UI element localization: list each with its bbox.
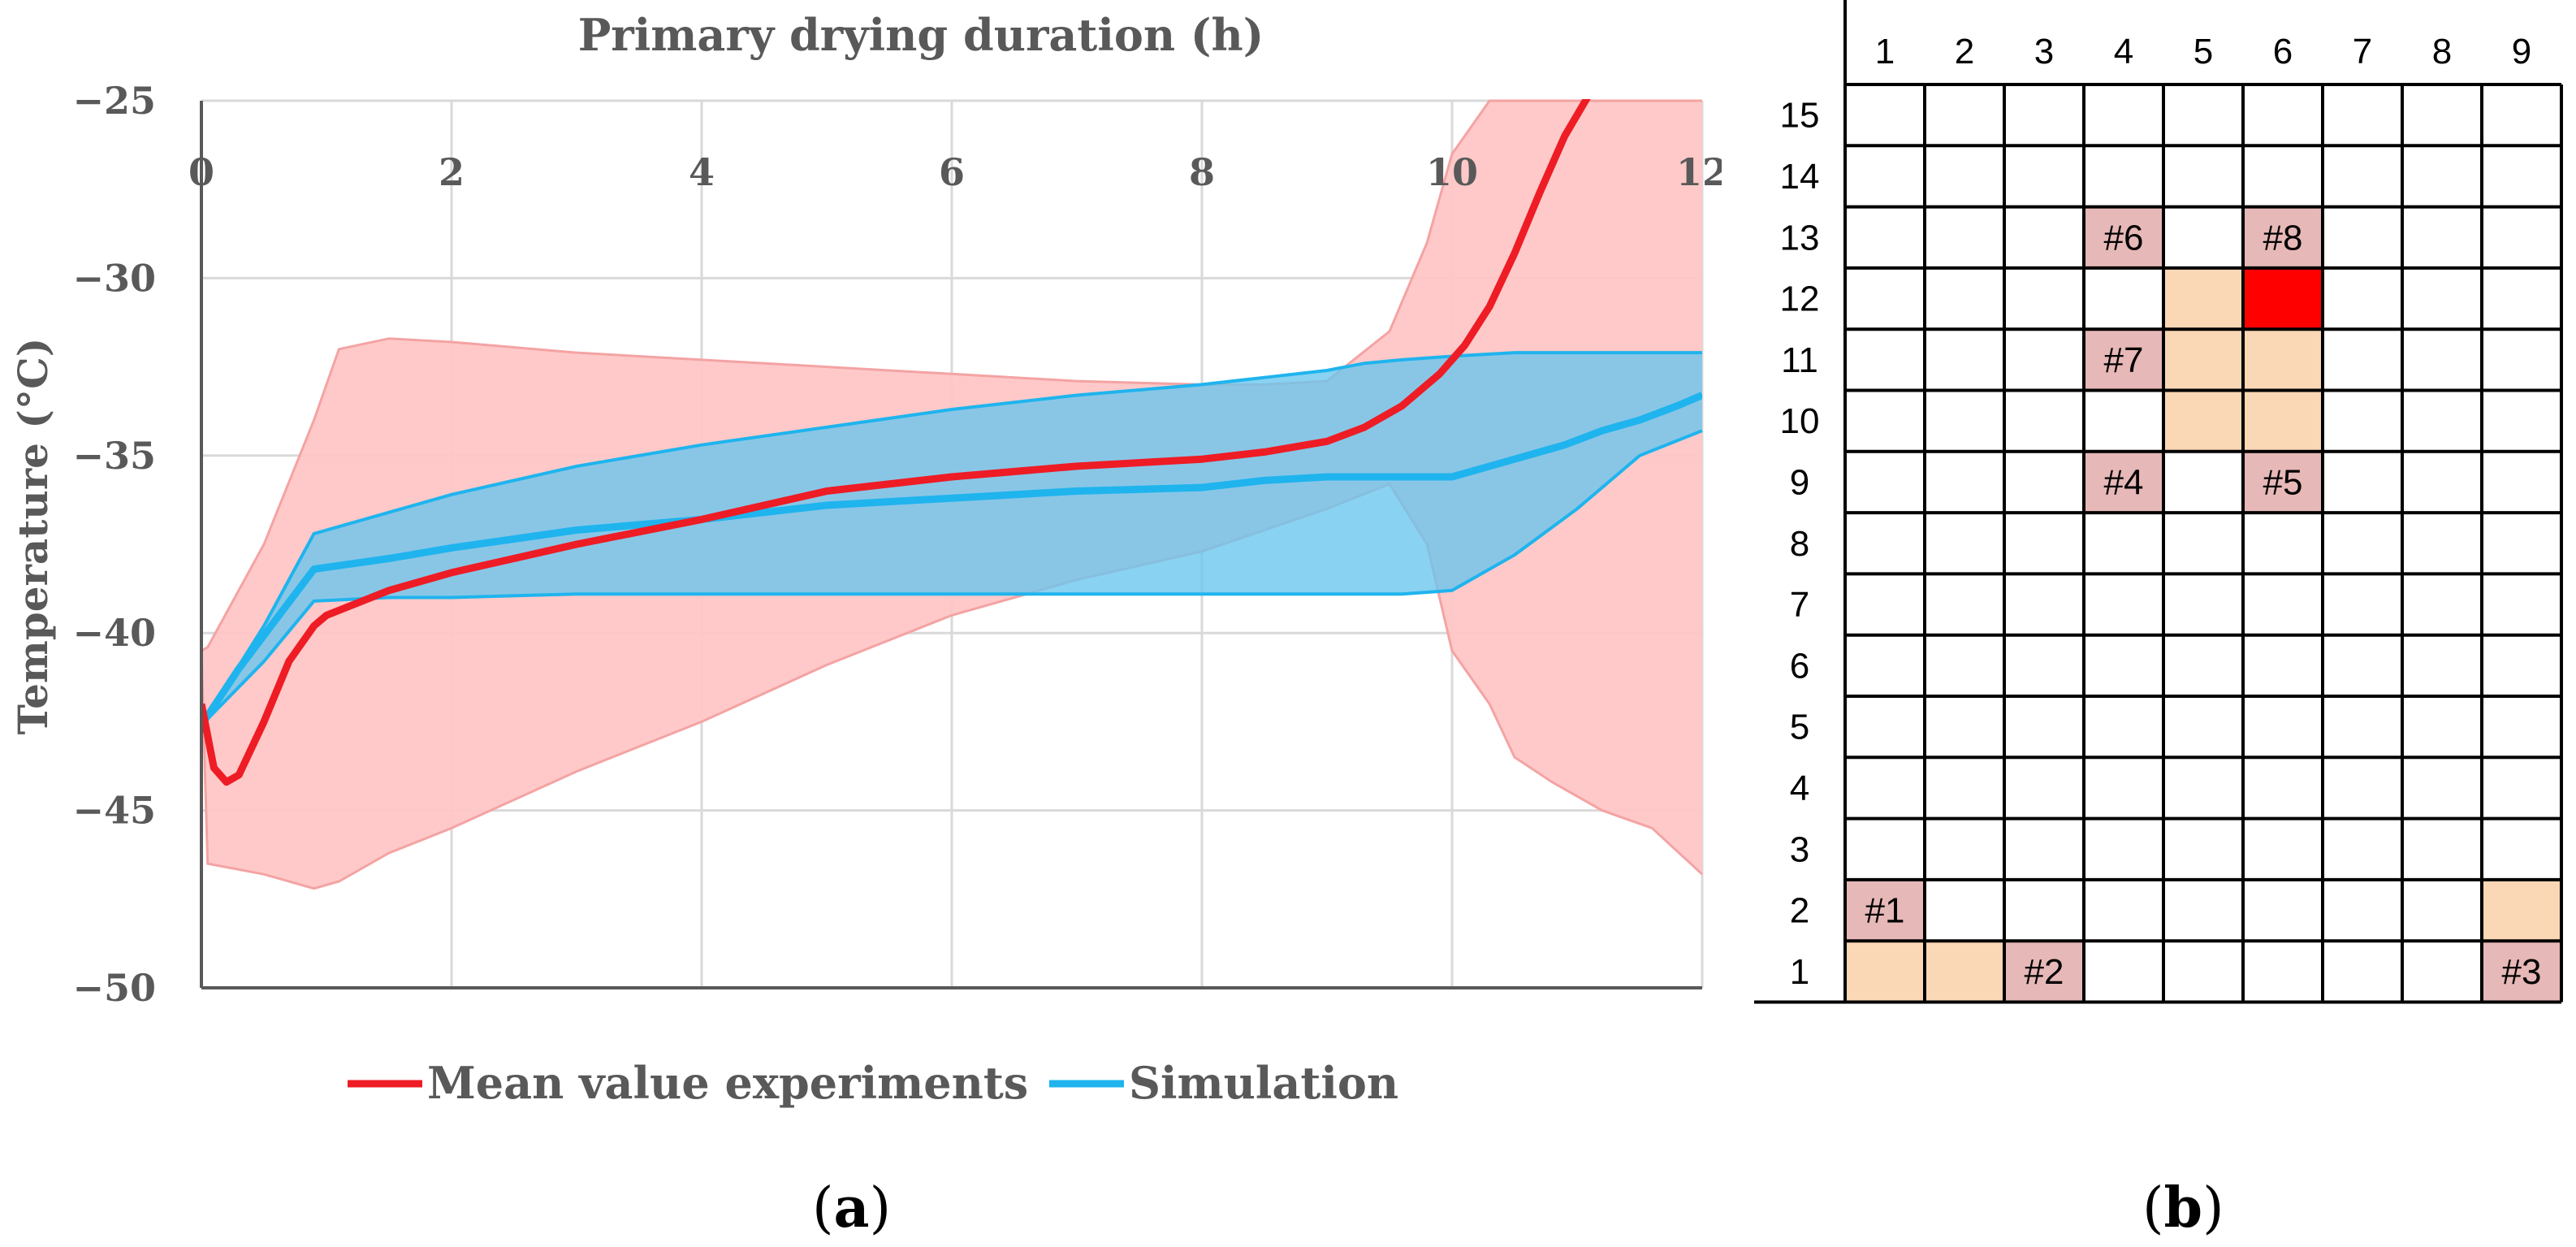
x-tick-labels: 0 2 4 6 8 10 12 bbox=[188, 150, 1722, 194]
row-number: 3 bbox=[1790, 829, 1809, 869]
row-numbers: 15 14 13 12 11 10 9 8 7 6 5 4 3 2 1 bbox=[1780, 96, 1820, 992]
column-number: 9 bbox=[2512, 32, 2531, 71]
y-tick-label: −50 bbox=[72, 966, 156, 1010]
cell-label: #2 bbox=[2025, 952, 2064, 992]
cell-label: #8 bbox=[2263, 218, 2303, 258]
grid-cell-r9-c4 bbox=[2084, 451, 2163, 513]
cell-label: #3 bbox=[2502, 952, 2542, 992]
x-tick-label: 10 bbox=[1426, 150, 1478, 194]
simulation-line bbox=[201, 392, 1702, 728]
y-tick-labels: −25 −30 −35 −40 −45 −50 bbox=[72, 79, 156, 1010]
grid-cell-r13-c4 bbox=[2084, 206, 2163, 268]
grid-cell-r1-c3 bbox=[2004, 941, 2084, 1002]
y-tick-label: −30 bbox=[72, 256, 156, 300]
y-tick-label: −35 bbox=[72, 434, 156, 478]
grid-cell-r11-c4 bbox=[2084, 329, 2163, 391]
row-number: 8 bbox=[1790, 524, 1809, 564]
cell-label: #1 bbox=[1865, 891, 1905, 931]
axes bbox=[200, 101, 1702, 989]
grid-cell-r10-c5 bbox=[2163, 390, 2243, 452]
data-lines bbox=[201, 99, 1702, 786]
column-numbers: 1 2 3 4 5 6 7 8 9 bbox=[1875, 32, 2531, 71]
cell-label: #4 bbox=[2104, 462, 2144, 502]
caption-b-close: ) bbox=[2202, 1176, 2224, 1241]
caption-a-open: ( bbox=[812, 1176, 834, 1241]
grid-cell-r12-c5 bbox=[2163, 267, 2243, 330]
column-number: 6 bbox=[2273, 32, 2293, 71]
row-number: 5 bbox=[1790, 708, 1809, 747]
column-number: 1 bbox=[1875, 32, 1895, 71]
grid-lines bbox=[1754, 0, 2563, 1004]
mean-value-line bbox=[201, 99, 1591, 786]
row-number: 15 bbox=[1780, 96, 1820, 136]
x-tick-label: 12 bbox=[1676, 150, 1722, 194]
caption-a-close: ) bbox=[870, 1176, 892, 1241]
column-number: 3 bbox=[2034, 32, 2054, 71]
temperature-chart: Primary drying duration (h) 0 2 4 6 8 10 12 −2… bbox=[9, 9, 1722, 1241]
grid-cell-r10-c6 bbox=[2243, 390, 2323, 452]
cell-label: #7 bbox=[2104, 340, 2144, 380]
cell-label: #6 bbox=[2104, 218, 2144, 258]
row-number: 11 bbox=[1781, 340, 1818, 380]
column-number: 4 bbox=[2114, 32, 2133, 71]
row-number: 14 bbox=[1780, 157, 1820, 197]
grid-cell-r12-c6 bbox=[2243, 267, 2323, 330]
row-number: 7 bbox=[1790, 585, 1809, 625]
simulation-band-lower-edge bbox=[200, 429, 1703, 727]
grid-cell-r13-c6 bbox=[2243, 206, 2323, 268]
row-number: 1 bbox=[1790, 952, 1809, 992]
grid-cell-r11-c6 bbox=[2243, 329, 2323, 391]
row-number: 13 bbox=[1780, 218, 1820, 258]
y-tick-label: −25 bbox=[72, 79, 156, 123]
row-number: 12 bbox=[1780, 279, 1820, 319]
grid-cell-r1-c1 bbox=[1845, 941, 1925, 1002]
y-tick-label: −45 bbox=[72, 789, 156, 833]
column-number: 7 bbox=[2353, 32, 2372, 71]
mean-band-upper-edge bbox=[201, 99, 1702, 652]
y-tick-label: −40 bbox=[72, 611, 156, 655]
column-number: 5 bbox=[2193, 32, 2213, 71]
grid-cell-r9-c6 bbox=[2243, 451, 2323, 513]
simulation-band-upper-edge bbox=[200, 351, 1702, 726]
caption-b: (b) bbox=[2142, 1176, 2224, 1241]
legend-mean-label: Mean value experiments bbox=[427, 1057, 1028, 1109]
caption-b-open: ( bbox=[2142, 1176, 2164, 1241]
caption-a: (a) bbox=[812, 1176, 891, 1241]
grid-cell-r1-c2 bbox=[1925, 941, 2004, 1002]
x-tick-label: 8 bbox=[1189, 150, 1215, 194]
y-axis-label: Temperature (°C) bbox=[9, 338, 57, 735]
row-number: 4 bbox=[1790, 769, 1809, 808]
legend-sim-label: Simulation bbox=[1129, 1057, 1398, 1109]
legend: Mean value experiments Simulation bbox=[348, 1057, 1398, 1109]
caption-a-letter: a bbox=[834, 1176, 870, 1241]
grid-cell-r2-c1 bbox=[1845, 879, 1925, 942]
row-number: 6 bbox=[1790, 646, 1809, 686]
row-number: 10 bbox=[1780, 401, 1820, 441]
row-number: 9 bbox=[1790, 462, 1809, 502]
row-number: 2 bbox=[1790, 891, 1809, 931]
x-tick-label: 0 bbox=[188, 150, 214, 194]
column-number: 2 bbox=[1955, 32, 1974, 71]
grid-cells: #6 #8 #7 #4 #5 #1 #2 #3 bbox=[1845, 206, 2561, 1002]
chart-title: Primary drying duration (h) bbox=[578, 9, 1264, 61]
simulation-error-band bbox=[201, 353, 1702, 725]
column-number: 8 bbox=[2432, 32, 2452, 71]
grid-cell-r1-c9 bbox=[2482, 941, 2561, 1002]
caption-b-letter: b bbox=[2164, 1176, 2203, 1241]
x-tick-label: 6 bbox=[939, 150, 965, 194]
cell-label: #5 bbox=[2263, 462, 2303, 502]
x-tick-label: 2 bbox=[439, 150, 465, 194]
grid-cell-r2-c9 bbox=[2482, 879, 2561, 942]
grid-cell-r11-c5 bbox=[2163, 329, 2243, 391]
x-tick-label: 4 bbox=[689, 150, 715, 194]
